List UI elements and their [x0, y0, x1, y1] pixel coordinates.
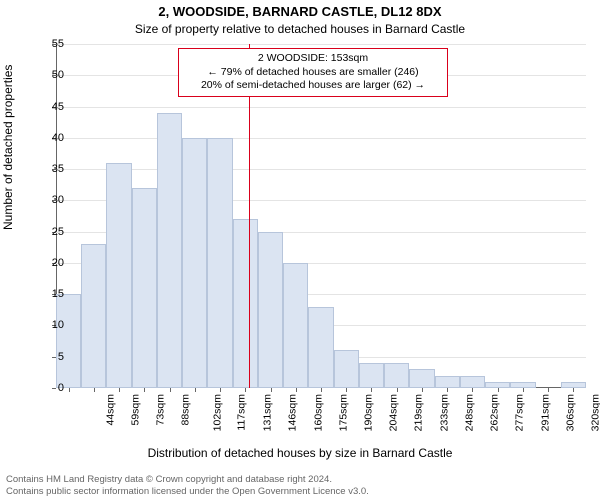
xtick-label: 277sqm: [514, 394, 526, 431]
ytick-label: 0: [36, 382, 64, 394]
xtick-label: 262sqm: [489, 394, 501, 431]
gridline: [56, 169, 586, 170]
xtick-label: 219sqm: [413, 394, 425, 431]
xtick-mark: [94, 388, 95, 392]
histogram-bar: [157, 113, 182, 388]
ytick-label: 45: [36, 101, 64, 113]
gridline: [56, 44, 586, 45]
ytick-label: 50: [36, 69, 64, 81]
xtick-label: 175sqm: [337, 394, 349, 431]
x-axis-label: Distribution of detached houses by size …: [0, 446, 600, 460]
xtick-mark: [573, 388, 574, 392]
xtick-label: 160sqm: [312, 394, 324, 431]
histogram-bar: [334, 350, 359, 388]
xtick-mark: [119, 388, 120, 392]
xtick-mark: [371, 388, 372, 392]
histogram-bar: [233, 219, 258, 388]
xtick-label: 291sqm: [539, 394, 551, 431]
annotation-line3: 20% of semi-detached houses are larger (…: [185, 79, 441, 93]
annotation-box: 2 WOODSIDE: 153sqm ← 79% of detached hou…: [178, 48, 448, 97]
xtick-label: 320sqm: [590, 394, 600, 431]
gridline: [56, 107, 586, 108]
annotation-line1: 2 WOODSIDE: 153sqm: [185, 52, 441, 66]
xtick-mark: [498, 388, 499, 392]
xtick-mark: [271, 388, 272, 392]
xtick-label: 146sqm: [287, 394, 299, 431]
xtick-mark: [447, 388, 448, 392]
xtick-label: 248sqm: [463, 394, 475, 431]
xtick-mark: [422, 388, 423, 392]
xtick-label: 233sqm: [438, 394, 450, 431]
xtick-label: 190sqm: [362, 394, 374, 431]
xtick-mark: [296, 388, 297, 392]
xtick-mark: [472, 388, 473, 392]
ytick-label: 55: [36, 38, 64, 50]
xtick-mark: [170, 388, 171, 392]
footer-attribution: Contains HM Land Registry data © Crown c…: [6, 474, 369, 498]
histogram-bar: [106, 163, 131, 388]
xtick-mark: [397, 388, 398, 392]
xtick-label: 131sqm: [261, 394, 273, 431]
ytick-label: 5: [36, 351, 64, 363]
histogram-bar: [56, 294, 81, 388]
ytick-label: 20: [36, 257, 64, 269]
ytick-label: 15: [36, 288, 64, 300]
xtick-mark: [69, 388, 70, 392]
chart-container: 2, WOODSIDE, BARNARD CASTLE, DL12 8DX Si…: [0, 0, 600, 500]
histogram-bar: [460, 376, 485, 389]
xtick-label: 204sqm: [388, 394, 400, 431]
xtick-mark: [144, 388, 145, 392]
histogram-bar: [283, 263, 308, 388]
histogram-bar: [207, 138, 232, 388]
xtick-mark: [548, 388, 549, 392]
histogram-bar: [359, 363, 384, 388]
ytick-label: 10: [36, 319, 64, 331]
ytick-label: 30: [36, 194, 64, 206]
xtick-label: 306sqm: [564, 394, 576, 431]
xtick-label: 117sqm: [235, 394, 247, 431]
ytick-label: 25: [36, 226, 64, 238]
xtick-mark: [321, 388, 322, 392]
xtick-mark: [245, 388, 246, 392]
histogram-bar: [384, 363, 409, 388]
histogram-bar: [409, 369, 434, 388]
xtick-mark: [220, 388, 221, 392]
histogram-bar: [132, 188, 157, 388]
ytick-label: 35: [36, 163, 64, 175]
xtick-mark: [195, 388, 196, 392]
histogram-bar: [258, 232, 283, 388]
ytick-label: 40: [36, 132, 64, 144]
xtick-label: 73sqm: [155, 394, 167, 426]
footer-line1: Contains HM Land Registry data © Crown c…: [6, 474, 369, 486]
annotation-line2: ← 79% of detached houses are smaller (24…: [185, 66, 441, 80]
xtick-mark: [523, 388, 524, 392]
histogram-bar: [308, 307, 333, 388]
xtick-label: 59sqm: [129, 394, 141, 426]
footer-line2: Contains public sector information licen…: [6, 486, 369, 498]
histogram-bar: [182, 138, 207, 388]
gridline: [56, 138, 586, 139]
y-axis-label: Number of detached properties: [1, 65, 15, 230]
histogram-bar: [81, 244, 106, 388]
chart-title: 2, WOODSIDE, BARNARD CASTLE, DL12 8DX: [0, 4, 600, 19]
xtick-mark: [346, 388, 347, 392]
xtick-label: 102sqm: [211, 394, 223, 431]
chart-subtitle: Size of property relative to detached ho…: [0, 22, 600, 36]
xtick-label: 44sqm: [104, 394, 116, 426]
xtick-label: 88sqm: [180, 394, 192, 426]
histogram-bar: [435, 376, 460, 389]
